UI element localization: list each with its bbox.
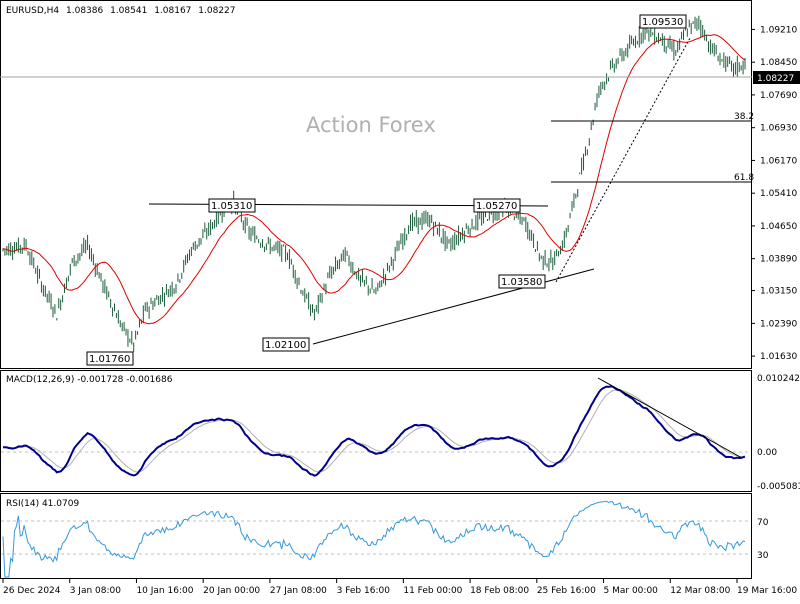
date-tick-label: 5 Mar 00:00 bbox=[604, 586, 659, 596]
symbol-name: EURUSD,H4 bbox=[6, 6, 59, 16]
symbol-header: EURUSD,H4 1.08386 1.08541 1.08167 1.0822… bbox=[6, 6, 236, 16]
svg-text:1.01760: 1.01760 bbox=[89, 354, 130, 365]
label-h1: 1.05310 bbox=[208, 198, 256, 213]
price-tick-label: 1.06930 bbox=[760, 124, 797, 134]
price-tick-label: 1.07690 bbox=[760, 91, 797, 101]
close-value: 1.08227 bbox=[198, 6, 235, 16]
price-tick-label: 1.05410 bbox=[760, 189, 797, 199]
date-tick-label: 18 Feb 08:00 bbox=[470, 586, 529, 596]
fib-618-label: 61.8 bbox=[734, 173, 754, 183]
svg-text:1.03580: 1.03580 bbox=[501, 277, 542, 288]
price-tick-label: 1.01630 bbox=[760, 352, 797, 362]
date-tick-label: 19 Mar 16:00 bbox=[737, 586, 797, 596]
date-tick-label: 12 Mar 08:00 bbox=[670, 586, 730, 596]
date-tick-label: 3 Feb 16:00 bbox=[337, 586, 391, 596]
rise-dashed-line bbox=[555, 37, 691, 283]
price-tick-label: 1.08450 bbox=[760, 58, 797, 68]
rsi-axis: 70 30 bbox=[757, 518, 769, 561]
current-price-tag-label: 1.08227 bbox=[757, 74, 794, 84]
price-axis: 1.09210 1.08450 1.07690 1.06930 1.06170 1.054… bbox=[751, 25, 797, 362]
svg-text:1.02100: 1.02100 bbox=[265, 340, 306, 351]
svg-text:1.05270: 1.05270 bbox=[476, 201, 517, 212]
support-trendline bbox=[312, 268, 595, 345]
date-tick-label: 11 Feb 00:00 bbox=[403, 586, 462, 596]
price-tick-label: 1.03890 bbox=[760, 255, 797, 265]
date-axis: 26 Dec 2024 3 Jan 08:00 10 Jan 16:00 20 Jan… bbox=[2, 579, 797, 596]
macd-main-line bbox=[3, 385, 746, 477]
label-h2: 1.05270 bbox=[473, 198, 521, 213]
price-tick-label: 1.02390 bbox=[760, 319, 797, 329]
label-l1: 1.02100 bbox=[262, 337, 310, 352]
svg-text:1.05310: 1.05310 bbox=[211, 201, 252, 212]
date-tick-label: 3 Jan 08:00 bbox=[70, 586, 122, 596]
macd-title: MACD(12,26,9) -0.001728 -0.001686 bbox=[6, 375, 173, 385]
label-low: 1.01760 bbox=[86, 351, 134, 366]
rsi-main-line bbox=[2, 500, 746, 578]
date-tick-label: 27 Jan 08:00 bbox=[270, 586, 327, 596]
sma-line bbox=[2, 34, 746, 325]
rsi-title: RSI(14) 41.0709 bbox=[6, 499, 79, 509]
date-tick-label: 10 Jan 16:00 bbox=[136, 586, 193, 596]
rsi-panel-frame bbox=[0, 493, 752, 579]
macd-panel-frame bbox=[0, 370, 752, 492]
price-tick-label: 1.09210 bbox=[760, 25, 797, 35]
watermark: Action Forex bbox=[306, 113, 436, 137]
price-tick-label: 1.03150 bbox=[760, 287, 797, 297]
macd-signal-line bbox=[3, 389, 745, 473]
macd-tick-top: 0.010242 bbox=[757, 374, 800, 384]
low-value: 1.08167 bbox=[154, 6, 191, 16]
label-high: 1.09530 bbox=[639, 14, 687, 29]
label-l2: 1.03580 bbox=[498, 274, 546, 289]
macd-tick-bottom: -0.005081 bbox=[757, 482, 800, 492]
price-tick-label: 1.04650 bbox=[760, 222, 797, 232]
open-value: 1.08386 bbox=[66, 6, 103, 16]
macd-tick-zero: 0.00 bbox=[757, 448, 777, 458]
date-tick-label: 26 Dec 2024 bbox=[3, 586, 61, 596]
high-value: 1.08541 bbox=[110, 6, 147, 16]
price-tick-label: 1.06170 bbox=[760, 156, 797, 166]
current-price-tag bbox=[753, 71, 800, 84]
macd-trendline bbox=[597, 377, 743, 459]
main-panel-frame bbox=[0, 0, 752, 369]
fib-382-label: 38.2 bbox=[734, 112, 754, 122]
macd-axis: 0.010242 0.00 -0.005081 bbox=[757, 374, 800, 492]
rsi-tick-30: 30 bbox=[757, 551, 769, 561]
date-tick-label: 25 Feb 16:00 bbox=[537, 586, 596, 596]
date-tick-label: 20 Jan 00:00 bbox=[203, 586, 260, 596]
svg-text:1.09530: 1.09530 bbox=[642, 17, 683, 28]
rsi-tick-70: 70 bbox=[757, 518, 769, 528]
